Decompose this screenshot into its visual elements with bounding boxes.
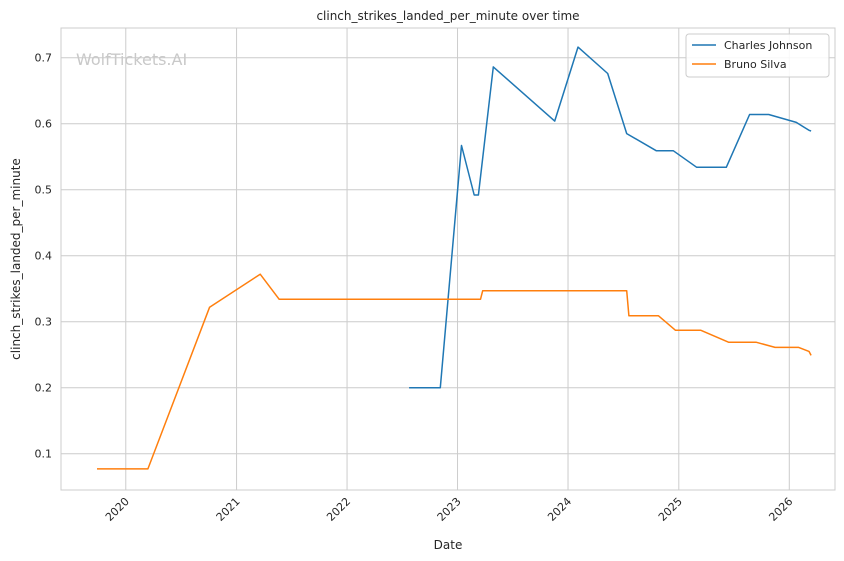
y-tick-label: 0.1	[35, 448, 53, 461]
y-tick-label: 0.5	[35, 184, 53, 197]
legend-entry-label: Bruno Silva	[724, 58, 787, 71]
y-tick-label: 0.7	[35, 52, 53, 65]
legend: Charles Johnson Bruno Silva	[685, 33, 830, 78]
y-tick-label: 0.4	[35, 250, 53, 263]
series-line-charles-johnson	[409, 46, 812, 389]
legend-entry-label: Charles Johnson	[724, 39, 812, 52]
plot-frame	[60, 27, 836, 491]
y-tick-label: 0.6	[35, 118, 53, 131]
series-lines	[97, 46, 812, 470]
chart-title: clinch_strikes_landed_per_minute over ti…	[316, 9, 579, 23]
y-tick-label: 0.3	[35, 316, 53, 329]
y-axis-label: clinch_strikes_landed_per_minute	[9, 158, 23, 360]
y-tick-label: 0.2	[35, 382, 53, 395]
watermark-text: WolfTickets.AI	[76, 50, 187, 69]
x-axis-label: Date	[434, 538, 463, 552]
series-line-bruno-silva	[97, 273, 812, 470]
legend-box	[685, 33, 830, 78]
